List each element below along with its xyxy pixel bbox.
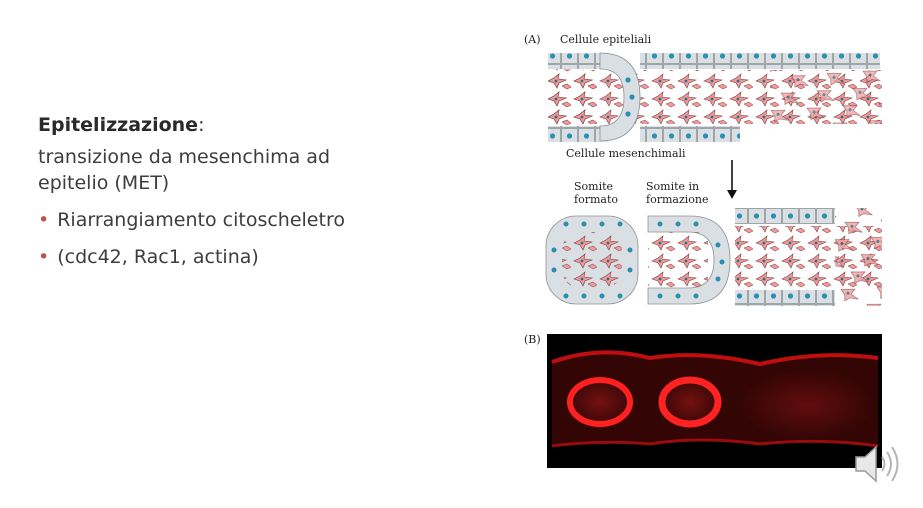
panel-b-label: (B) xyxy=(524,334,541,346)
bottom-strip xyxy=(546,208,882,306)
label-somite-formed-2: formato xyxy=(574,194,618,206)
fluorescence-panel xyxy=(547,334,882,468)
label-somite-formed-1: Somite xyxy=(574,181,613,193)
label-mesenchymal-cells: Cellule mesenchimali xyxy=(566,148,686,160)
label-somite-forming-2: formazione xyxy=(646,194,708,206)
panel-a-label: (A) xyxy=(524,34,541,46)
top-strip xyxy=(548,53,882,142)
speaker-icon[interactable] xyxy=(852,440,908,488)
label-epithelial-cells: Cellule epiteliali xyxy=(560,34,651,46)
label-somite-forming-1: Somite in xyxy=(646,181,699,193)
